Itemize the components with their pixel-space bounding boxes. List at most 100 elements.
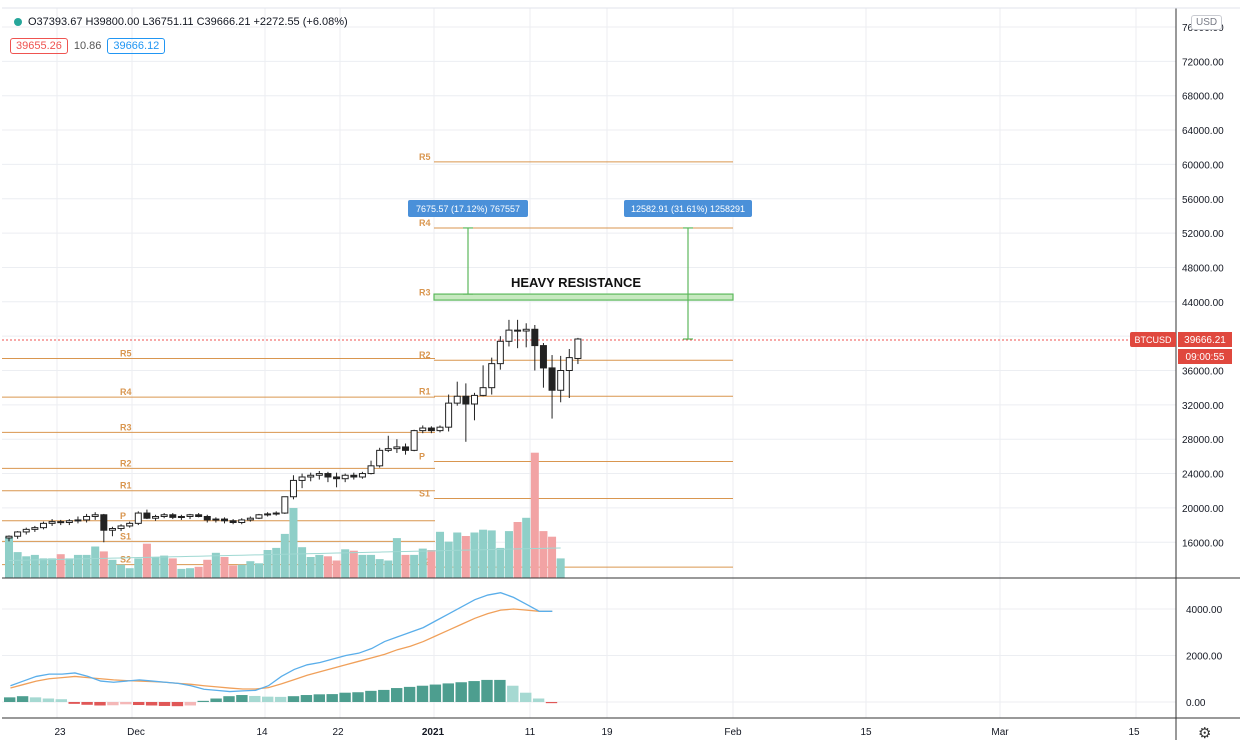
currency-button[interactable]: USD xyxy=(1191,15,1223,30)
pivot-label: R3 xyxy=(120,422,132,432)
macd-histogram-bar xyxy=(4,697,16,702)
macd-histogram-bar xyxy=(223,696,235,702)
measure-label: 7675.57 (17.12%) 767557 xyxy=(416,204,520,214)
candle-body xyxy=(255,514,263,519)
candle-body xyxy=(289,479,297,498)
candle-body xyxy=(195,514,203,517)
volume-bar xyxy=(99,551,108,578)
macd-histogram-bar xyxy=(145,702,158,706)
macd-histogram-bar xyxy=(274,696,287,702)
volume-bar xyxy=(410,554,419,578)
volume-bar xyxy=(263,550,272,578)
macd-histogram-bar xyxy=(468,681,480,702)
volume-bar xyxy=(254,563,263,578)
macd-histogram-bar xyxy=(210,698,222,702)
volume-bar xyxy=(548,536,557,578)
macd-histogram-bar xyxy=(300,695,313,702)
candle-body xyxy=(531,328,539,347)
macd-panel xyxy=(4,592,558,707)
bid-price[interactable]: 39655.26 xyxy=(10,38,68,54)
candle-body xyxy=(221,518,228,522)
candle-body xyxy=(565,357,573,371)
volume-bar xyxy=(298,547,307,578)
volume-bar xyxy=(479,529,488,578)
heavy-resistance-label: HEAVY RESISTANCE xyxy=(511,275,641,290)
volume-bar xyxy=(194,566,203,578)
volume-bar xyxy=(349,550,358,578)
candle-body xyxy=(333,476,341,480)
candle-body xyxy=(548,367,556,391)
macd-histogram-bar xyxy=(391,688,403,702)
volume-bar xyxy=(168,558,177,578)
candle-body xyxy=(143,512,151,519)
macd-histogram-bar xyxy=(429,684,442,702)
pivot-label: R1 xyxy=(120,481,132,491)
candle-body xyxy=(281,496,289,514)
macd-histogram-bar xyxy=(171,702,184,707)
candle-body xyxy=(376,449,384,467)
candle-body xyxy=(574,338,582,359)
macd-histogram-bar xyxy=(94,702,106,706)
candle-body xyxy=(393,446,401,450)
price-tick-label: 64000.00 xyxy=(1182,126,1224,137)
candle-body xyxy=(117,525,125,530)
macd-histogram-bar xyxy=(481,679,493,702)
time-tick-label: 22 xyxy=(332,727,344,738)
pivot-label: P xyxy=(120,511,126,521)
time-tick-label: Mar xyxy=(991,727,1009,738)
axes: 76000.0072000.0068000.0064000.0060000.00… xyxy=(2,7,1240,740)
candle-body xyxy=(169,514,177,518)
candle-body xyxy=(307,474,315,478)
candle-body xyxy=(436,426,444,432)
candle-body xyxy=(315,473,323,476)
last-price-box xyxy=(1178,332,1232,347)
volume-bar xyxy=(315,554,324,578)
macd-histogram-bar xyxy=(494,679,506,702)
macd-histogram-bar xyxy=(120,702,132,705)
candle-body xyxy=(160,514,168,517)
macd-histogram-bar xyxy=(249,695,261,702)
countdown-label: 09:00:55 xyxy=(1186,352,1225,363)
volume-bar xyxy=(39,558,48,578)
candle-body xyxy=(350,474,358,478)
price-tick-label: 56000.00 xyxy=(1182,195,1224,206)
macd-histogram-bar xyxy=(416,685,429,702)
candle-body xyxy=(229,520,237,523)
volume-bar xyxy=(358,554,367,578)
candle-body xyxy=(479,387,487,396)
volume-bar xyxy=(392,538,401,578)
macd-histogram-bar xyxy=(197,700,209,702)
price-tick-label: 16000.00 xyxy=(1182,538,1224,549)
candle-body xyxy=(324,473,332,478)
pivot-label: R4 xyxy=(120,387,132,397)
volume-bar xyxy=(522,517,531,578)
macd-histogram-bar xyxy=(378,689,390,702)
volume-bar xyxy=(56,554,65,578)
ohlc-legend: O37393.67 H39800.00 L36751.11 C39666.21 … xyxy=(14,16,348,28)
candle-body xyxy=(212,518,220,521)
volume-bar xyxy=(125,568,134,578)
macd-histogram-bar xyxy=(507,685,519,702)
symbol-status-icon xyxy=(14,18,22,26)
pivot-label: R2 xyxy=(120,458,132,468)
macd-histogram-bar xyxy=(55,699,67,702)
gear-icon[interactable]: ⚙ xyxy=(1198,725,1212,742)
price-tick-label: 52000.00 xyxy=(1182,229,1224,240)
macd-tick-label: 4000.00 xyxy=(1186,605,1223,616)
candle-body xyxy=(100,514,108,531)
macd-line xyxy=(10,592,553,693)
candle-body xyxy=(410,430,418,451)
bid-ask[interactable]: 39655.26 10.86 39666.12 xyxy=(10,38,166,54)
candle-body xyxy=(539,345,547,369)
ask-price[interactable]: 39666.12 xyxy=(107,38,166,54)
spread-value: 10.86 xyxy=(73,40,102,52)
candle-body xyxy=(57,521,65,524)
resistance-zone-box xyxy=(433,293,734,301)
candle-body xyxy=(496,340,504,365)
candle-body xyxy=(264,513,272,516)
candle-body xyxy=(367,465,375,475)
volume-bar xyxy=(272,547,281,578)
measurements: 7675.57 (17.12%) 767557 12582.91 (31.61%)… xyxy=(408,199,752,340)
volume-bar xyxy=(504,531,513,578)
